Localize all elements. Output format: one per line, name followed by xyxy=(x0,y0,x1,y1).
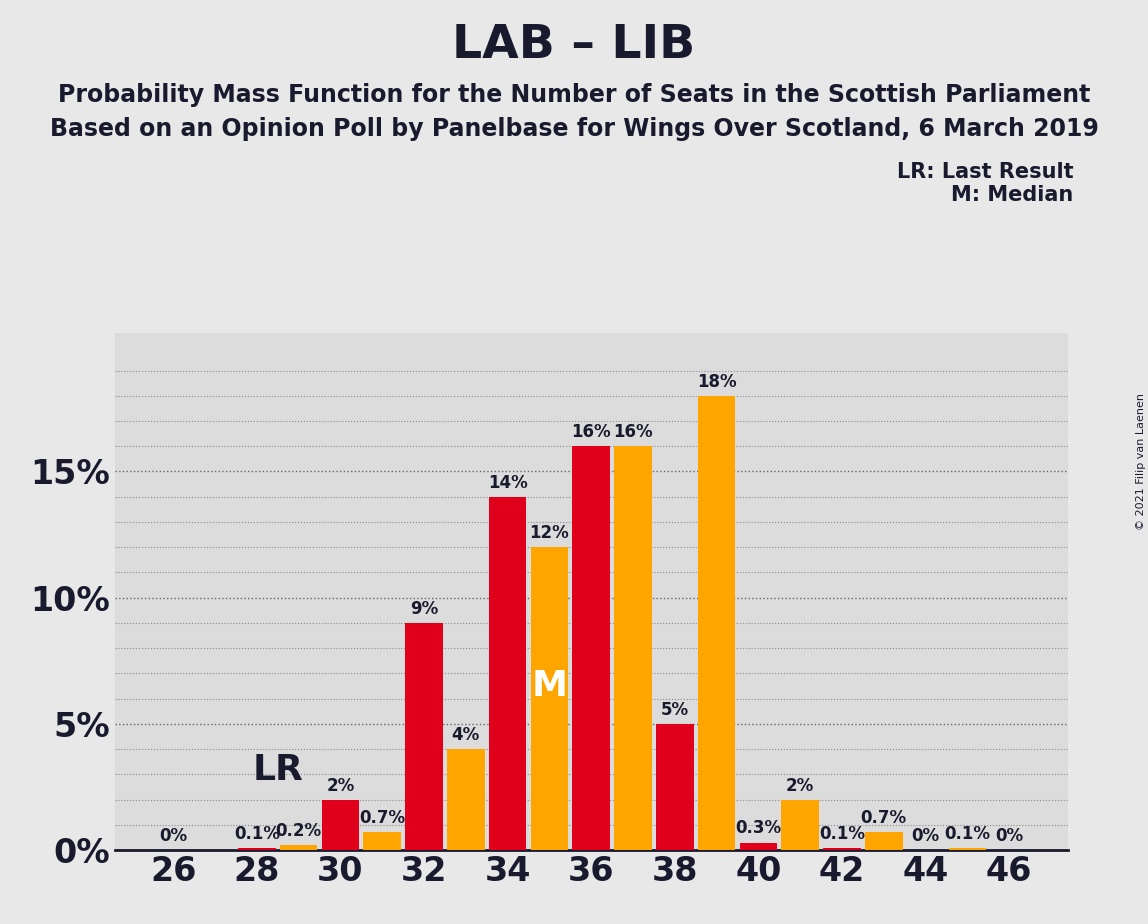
Text: Probability Mass Function for the Number of Seats in the Scottish Parliament: Probability Mass Function for the Number… xyxy=(57,83,1091,107)
Text: 16%: 16% xyxy=(572,423,611,441)
Bar xyxy=(321,799,359,850)
Text: LR: Last Result: LR: Last Result xyxy=(897,162,1073,182)
Bar xyxy=(405,623,443,850)
Bar xyxy=(948,847,986,850)
Text: 0%: 0% xyxy=(160,827,187,845)
Bar xyxy=(489,497,527,850)
Bar xyxy=(573,446,610,850)
Bar xyxy=(530,547,568,850)
Text: 2%: 2% xyxy=(326,776,355,795)
Bar xyxy=(280,845,318,850)
Text: 12%: 12% xyxy=(529,524,569,542)
Text: M: Median: M: Median xyxy=(952,185,1073,205)
Text: 0.1%: 0.1% xyxy=(945,824,991,843)
Text: 5%: 5% xyxy=(661,700,689,719)
Bar xyxy=(782,799,819,850)
Bar xyxy=(823,847,861,850)
Text: © 2021 Filip van Laenen: © 2021 Filip van Laenen xyxy=(1135,394,1146,530)
Text: 0.3%: 0.3% xyxy=(736,820,782,837)
Text: 18%: 18% xyxy=(697,372,736,391)
Bar xyxy=(739,843,777,850)
Text: 0.7%: 0.7% xyxy=(359,809,405,827)
Text: LAB – LIB: LAB – LIB xyxy=(452,23,696,68)
Text: 14%: 14% xyxy=(488,474,528,492)
Text: 16%: 16% xyxy=(613,423,653,441)
Text: 0.1%: 0.1% xyxy=(819,824,864,843)
Text: 9%: 9% xyxy=(410,600,439,618)
Text: 0%: 0% xyxy=(912,827,939,845)
Bar xyxy=(864,833,902,850)
Bar xyxy=(447,749,484,850)
Text: 0%: 0% xyxy=(995,827,1023,845)
Text: 0.1%: 0.1% xyxy=(234,824,280,843)
Bar xyxy=(238,847,276,850)
Text: 0.7%: 0.7% xyxy=(861,809,907,827)
Text: LR: LR xyxy=(253,753,303,787)
Bar xyxy=(614,446,652,850)
Text: 0.2%: 0.2% xyxy=(276,822,321,840)
Bar xyxy=(656,723,693,850)
Text: M: M xyxy=(532,669,567,703)
Bar xyxy=(364,833,401,850)
Text: 2%: 2% xyxy=(786,776,814,795)
Text: Based on an Opinion Poll by Panelbase for Wings Over Scotland, 6 March 2019: Based on an Opinion Poll by Panelbase fo… xyxy=(49,117,1099,141)
Text: 4%: 4% xyxy=(451,726,480,744)
Bar xyxy=(698,395,736,850)
